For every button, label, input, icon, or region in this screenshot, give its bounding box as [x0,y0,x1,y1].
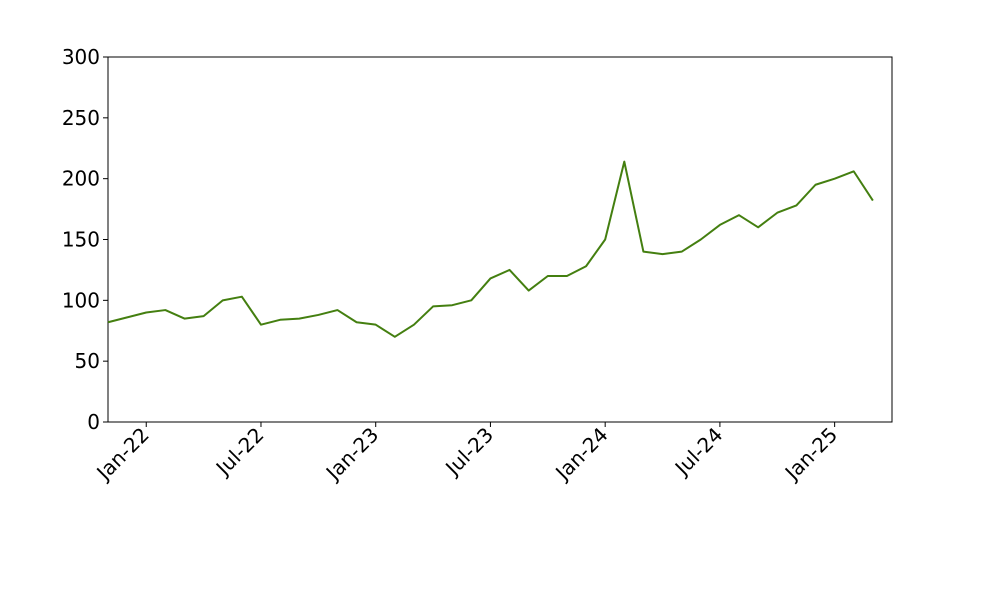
x-tick-label: Jul-23 [439,423,498,482]
x-tick-label: Jan-25 [779,423,842,486]
y-tick-label: 300 [62,45,100,69]
x-tick-label: Jul-22 [210,423,269,482]
y-tick-label: 250 [62,106,100,130]
y-tick-label: 100 [62,288,100,312]
x-tick-label: Jul-24 [669,423,728,482]
y-tick-label: 200 [62,167,100,191]
y-tick-label: 150 [62,228,100,252]
x-tick-label: Jan-23 [320,423,383,486]
price-line [107,160,874,338]
x-tick-label: Jan-24 [549,423,612,486]
plot-frame [107,56,893,423]
y-tick-label: 0 [87,410,100,434]
y-tick-label: 50 [75,349,100,373]
